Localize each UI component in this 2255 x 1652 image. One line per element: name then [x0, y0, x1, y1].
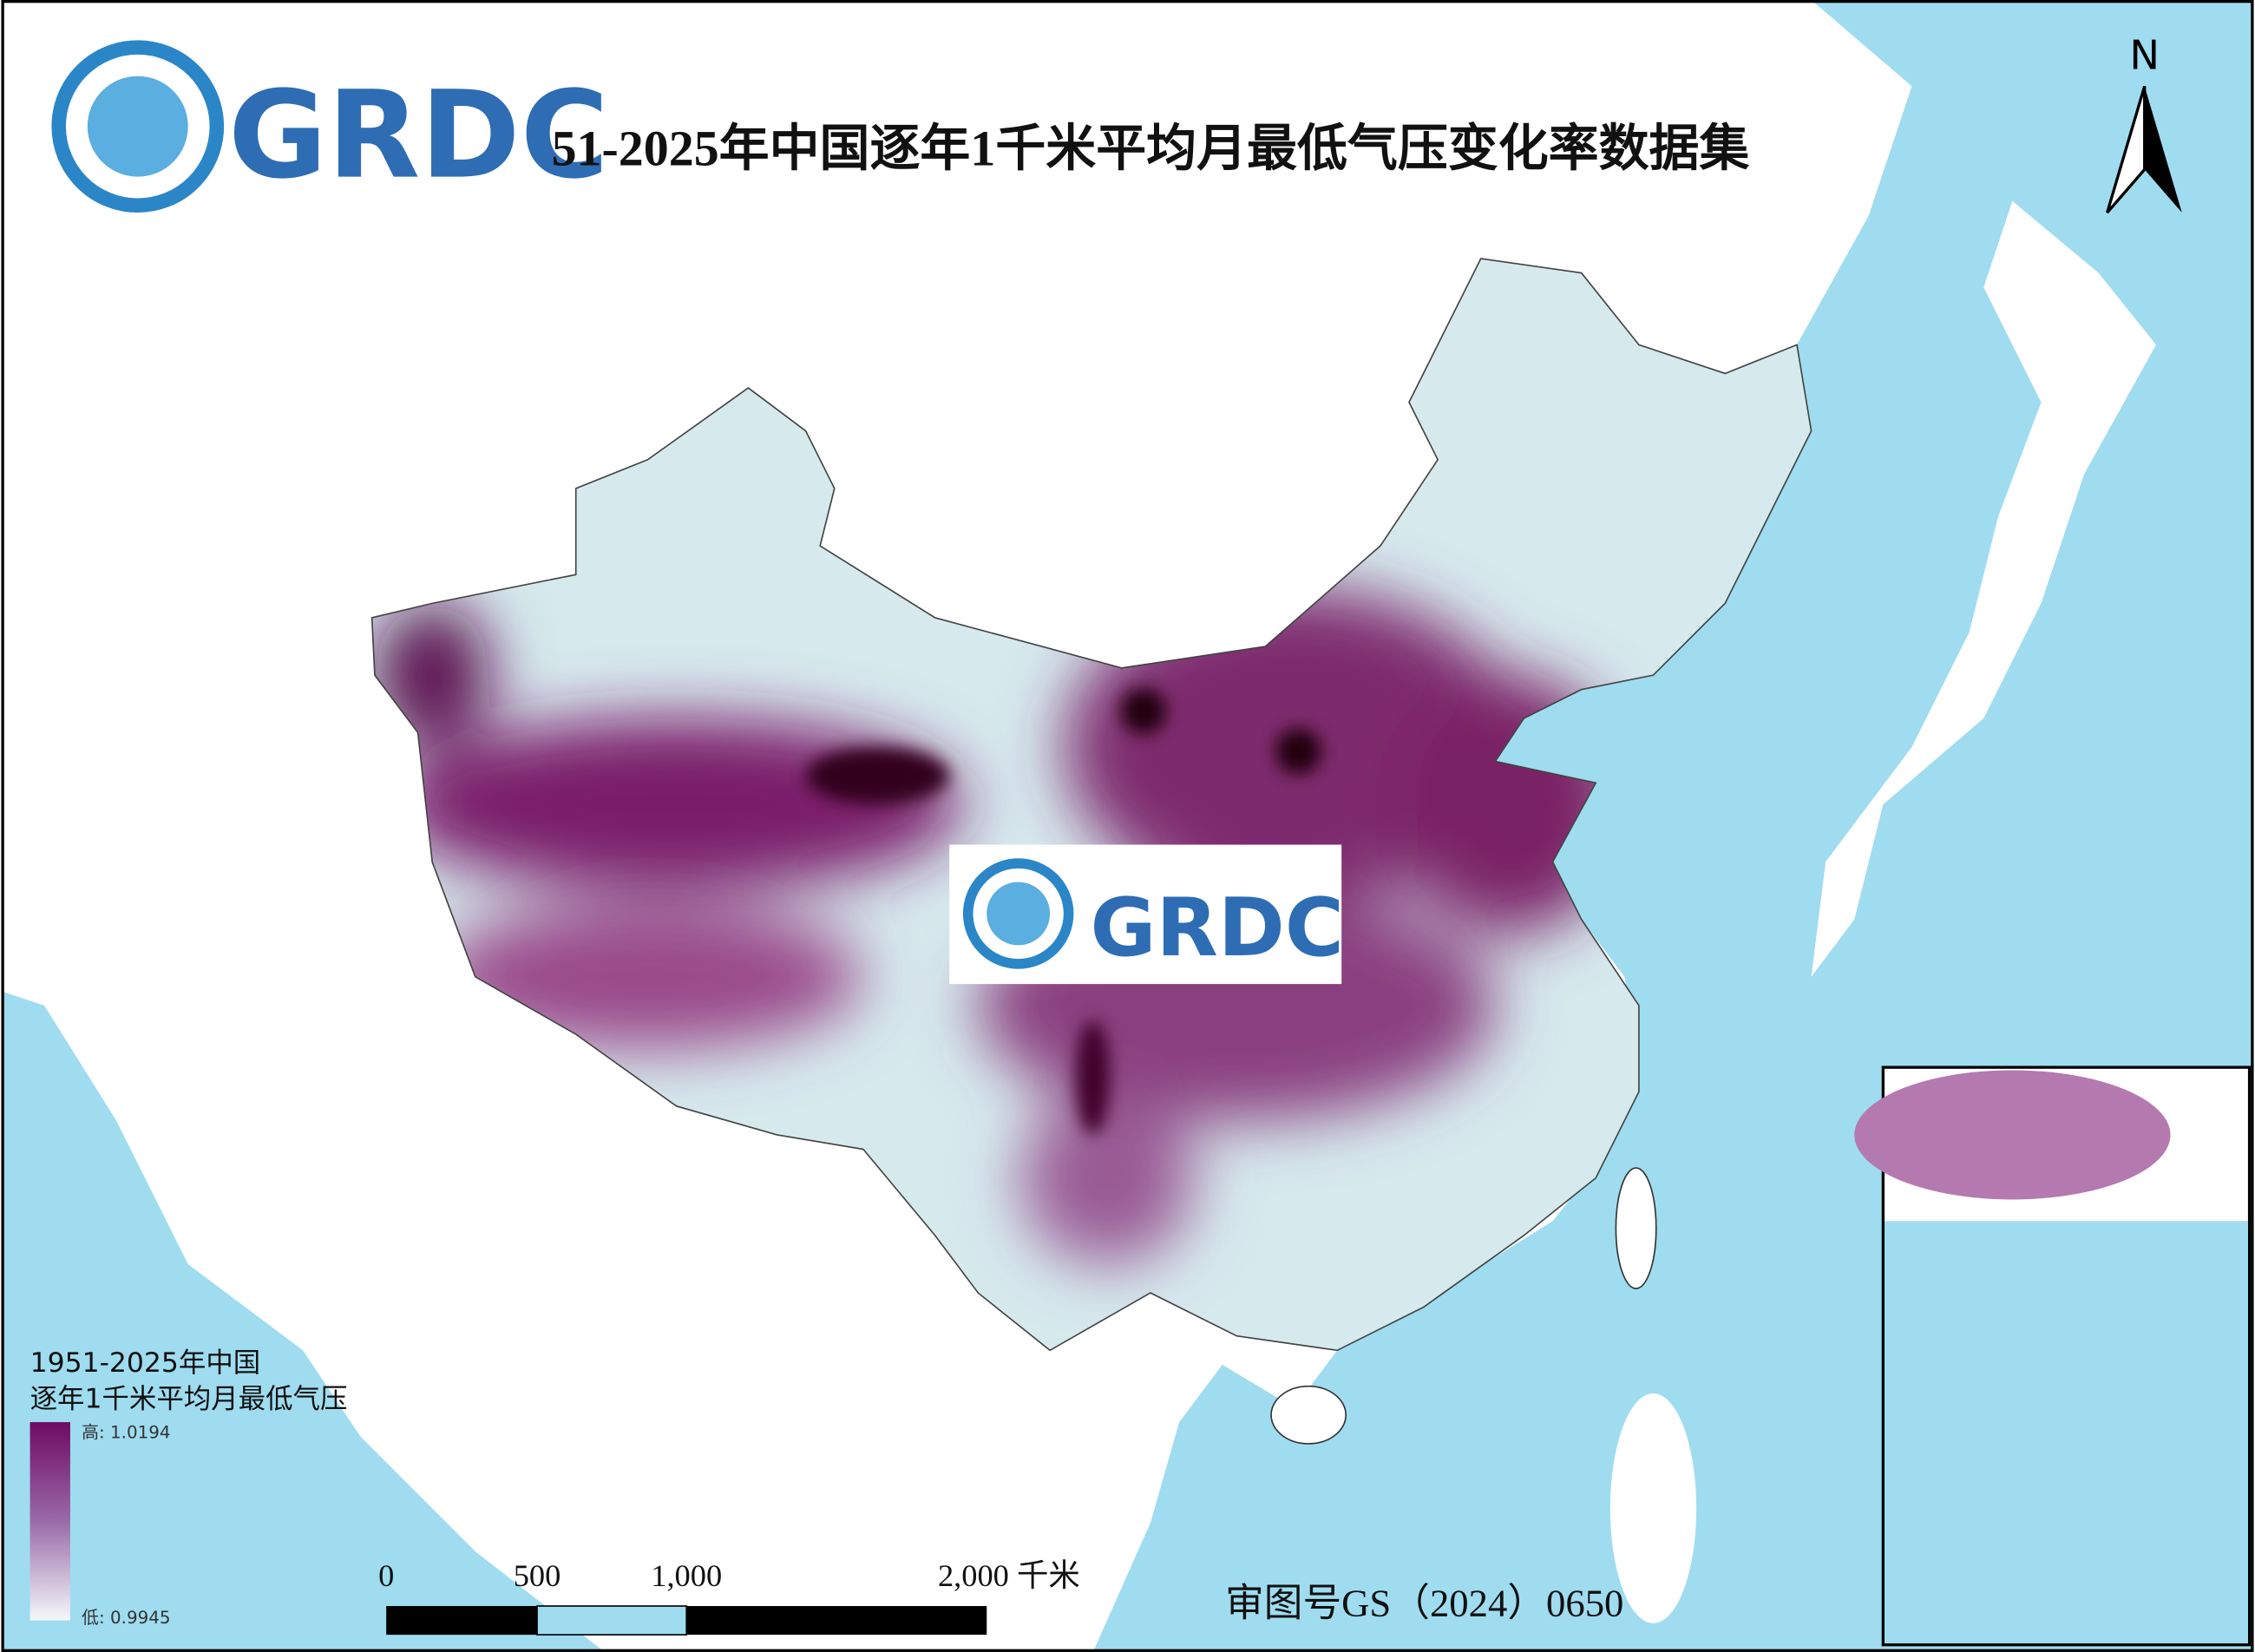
spot	[805, 746, 950, 805]
blob	[374, 603, 490, 747]
spot	[1275, 728, 1322, 775]
scale-segment	[536, 1605, 688, 1636]
legend-high: 高: 1.0194	[82, 1422, 170, 1442]
blob	[389, 718, 964, 891]
scale-segment	[386, 1606, 538, 1636]
taiwan	[1615, 1167, 1657, 1289]
legend-title: 1951-2025年中国	[30, 1347, 261, 1379]
blob	[432, 905, 863, 1049]
spot	[1120, 688, 1167, 735]
spot	[1075, 1019, 1111, 1135]
legend-title: 逐年1千米平均月最低气压	[30, 1384, 348, 1415]
logo-globe	[962, 858, 1074, 969]
inset-raster	[1854, 1070, 2171, 1200]
watermark: GRDC	[949, 844, 1344, 985]
blob	[1020, 1092, 1194, 1264]
land	[1811, 200, 2156, 977]
scale-label: 0	[378, 1558, 394, 1593]
watermark-text: GRDC	[1090, 881, 1343, 974]
hainan	[1270, 1385, 1347, 1445]
legend-low: 低: 0.9945	[82, 1608, 170, 1628]
north-label: N	[2129, 31, 2160, 78]
inset-sea	[1885, 1221, 2248, 1644]
logo-text: GRDC	[228, 65, 609, 206]
scale-label: 500	[514, 1558, 561, 1593]
land	[1609, 1393, 1697, 1623]
legend-ramp	[29, 1422, 70, 1621]
approval-number: 审图号GS（2024）0650	[1225, 1582, 1623, 1625]
scale-label: 1,000	[651, 1558, 722, 1593]
scale-segment	[686, 1606, 987, 1636]
logo-globe	[51, 40, 225, 213]
title: 51-2025年中国逐年1千米平均月最低气压变化率数据集	[552, 120, 1750, 176]
scale-label: 2,000 千米	[938, 1558, 1080, 1593]
logo-globe	[87, 75, 188, 177]
logo-globe	[987, 882, 1051, 946]
logo: GRDC	[51, 40, 609, 213]
